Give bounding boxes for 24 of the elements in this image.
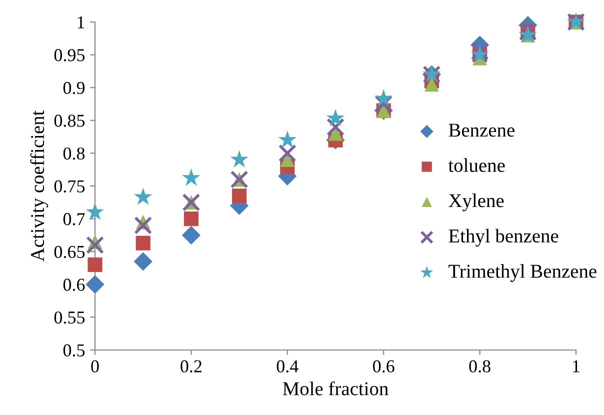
y-tick-label: 0.9 <box>63 82 85 94</box>
y-axis-title: Activity coefficient <box>30 110 48 262</box>
legend-label: Benzene <box>448 124 514 137</box>
x-tick-label: 0.8 <box>469 360 490 373</box>
y-tick-label: 1 <box>78 16 84 28</box>
legend-label: Trimethyl Benzene <box>448 264 596 282</box>
x-tick-label: 1 <box>573 360 580 372</box>
legend-label: toluene <box>448 158 505 172</box>
y-tick-label: 0.55 <box>54 311 85 324</box>
x-tick-label: 0.4 <box>276 360 298 373</box>
y-tick-label: 0.8 <box>63 147 85 160</box>
y-tick-label: 0.5 <box>63 344 85 357</box>
legend-label: Xylene <box>448 194 504 212</box>
x-axis-title: Mole fraction <box>282 381 388 396</box>
x-tick-label: 0.2 <box>180 360 202 373</box>
y-tick-label: 0.85 <box>54 114 85 127</box>
y-tick-label: 0.6 <box>63 278 85 291</box>
legend-label: Ethyl benzene <box>448 228 558 247</box>
x-tick-label: 0 <box>91 360 99 372</box>
x-tick-label: 0.6 <box>373 360 394 373</box>
y-tick-label: 0.95 <box>54 49 85 62</box>
y-tick-label: 0.75 <box>54 180 85 193</box>
y-tick-label: 0.65 <box>54 246 85 258</box>
y-tick-label: 0.7 <box>63 213 85 226</box>
